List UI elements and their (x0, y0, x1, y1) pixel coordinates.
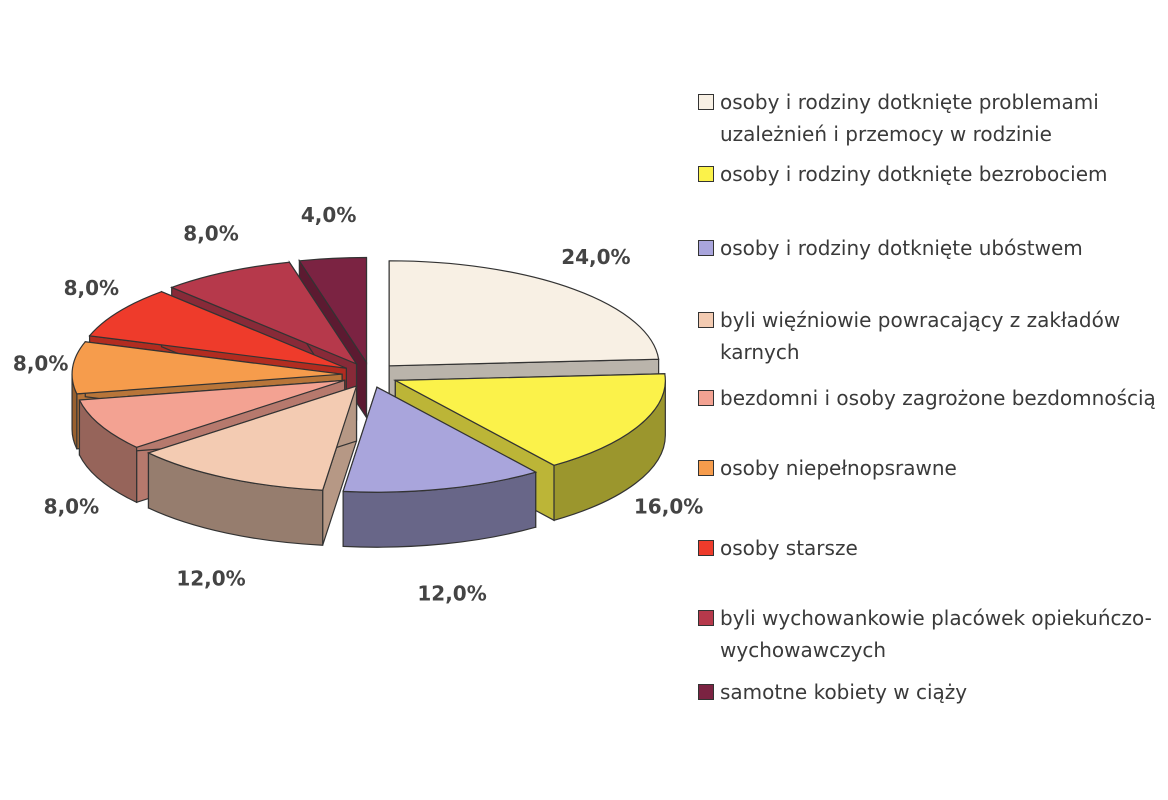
legend-label: byli więźniowie powracający z zakładów k… (720, 308, 1121, 364)
slice-top (88, 291, 347, 369)
legend-item: osoby starsze (698, 532, 1168, 564)
legend-item: byli więźniowie powracający z zakładów k… (698, 304, 1168, 368)
slice (146, 385, 358, 546)
data-label: 12,0% (176, 567, 245, 591)
legend-label: bezdomni i osoby zagrożone bezdomnością (720, 386, 1156, 410)
legend-label: osoby i rodziny dotknięte bezrobociem (720, 162, 1108, 186)
data-label: 8,0% (44, 495, 99, 519)
data-label: 4,0% (301, 203, 356, 227)
legend-swatch (698, 540, 714, 556)
data-label: 8,0% (64, 276, 119, 300)
legend-label: samotne kobiety w ciąży (720, 680, 968, 704)
legend-label: osoby i rodziny dotknięte problemami uza… (720, 90, 1099, 146)
legend-swatch (698, 390, 714, 406)
data-label: 8,0% (183, 221, 238, 245)
slice (342, 386, 538, 548)
legend-item: osoby niepełnopsrawne (698, 452, 1168, 484)
legend-swatch (698, 610, 714, 626)
legend-swatch (698, 240, 714, 256)
legend-swatch (698, 312, 714, 328)
legend-label: osoby niepełnopsrawne (720, 456, 957, 480)
slice-top (342, 386, 538, 493)
slice-top (393, 373, 666, 466)
slice-top (78, 379, 345, 448)
legend-label: osoby i rodziny dotknięte ubóstwem (720, 236, 1083, 260)
data-label: 8,0% (13, 351, 68, 375)
slice-top (170, 261, 359, 366)
legend-label: osoby starsze (720, 536, 858, 560)
legend-item: osoby i rodziny dotknięte ubóstwem (698, 232, 1168, 264)
legend-label: byli wychowankowie placówek opiekuńczo-w… (720, 606, 1152, 662)
slice-top (146, 385, 358, 491)
legend-item: samotne kobiety w ciąży (698, 676, 1168, 708)
legend-swatch (698, 460, 714, 476)
legend-item: byli wychowankowie placówek opiekuńczo-w… (698, 602, 1168, 666)
data-label: 12,0% (417, 581, 486, 605)
legend-item: bezdomni i osoby zagrożone bezdomnością (698, 382, 1168, 414)
data-label: 16,0% (634, 495, 703, 519)
slice-top (388, 260, 660, 367)
data-label: 24,0% (561, 245, 630, 269)
legend-item: osoby i rodziny dotknięte bezrobociem (698, 158, 1168, 190)
legend-swatch (698, 684, 714, 700)
slice-top (71, 341, 343, 395)
legend-item: osoby i rodziny dotknięte problemami uza… (698, 86, 1168, 150)
legend-swatch (698, 166, 714, 182)
slice-top (298, 256, 368, 365)
legend-swatch (698, 94, 714, 110)
